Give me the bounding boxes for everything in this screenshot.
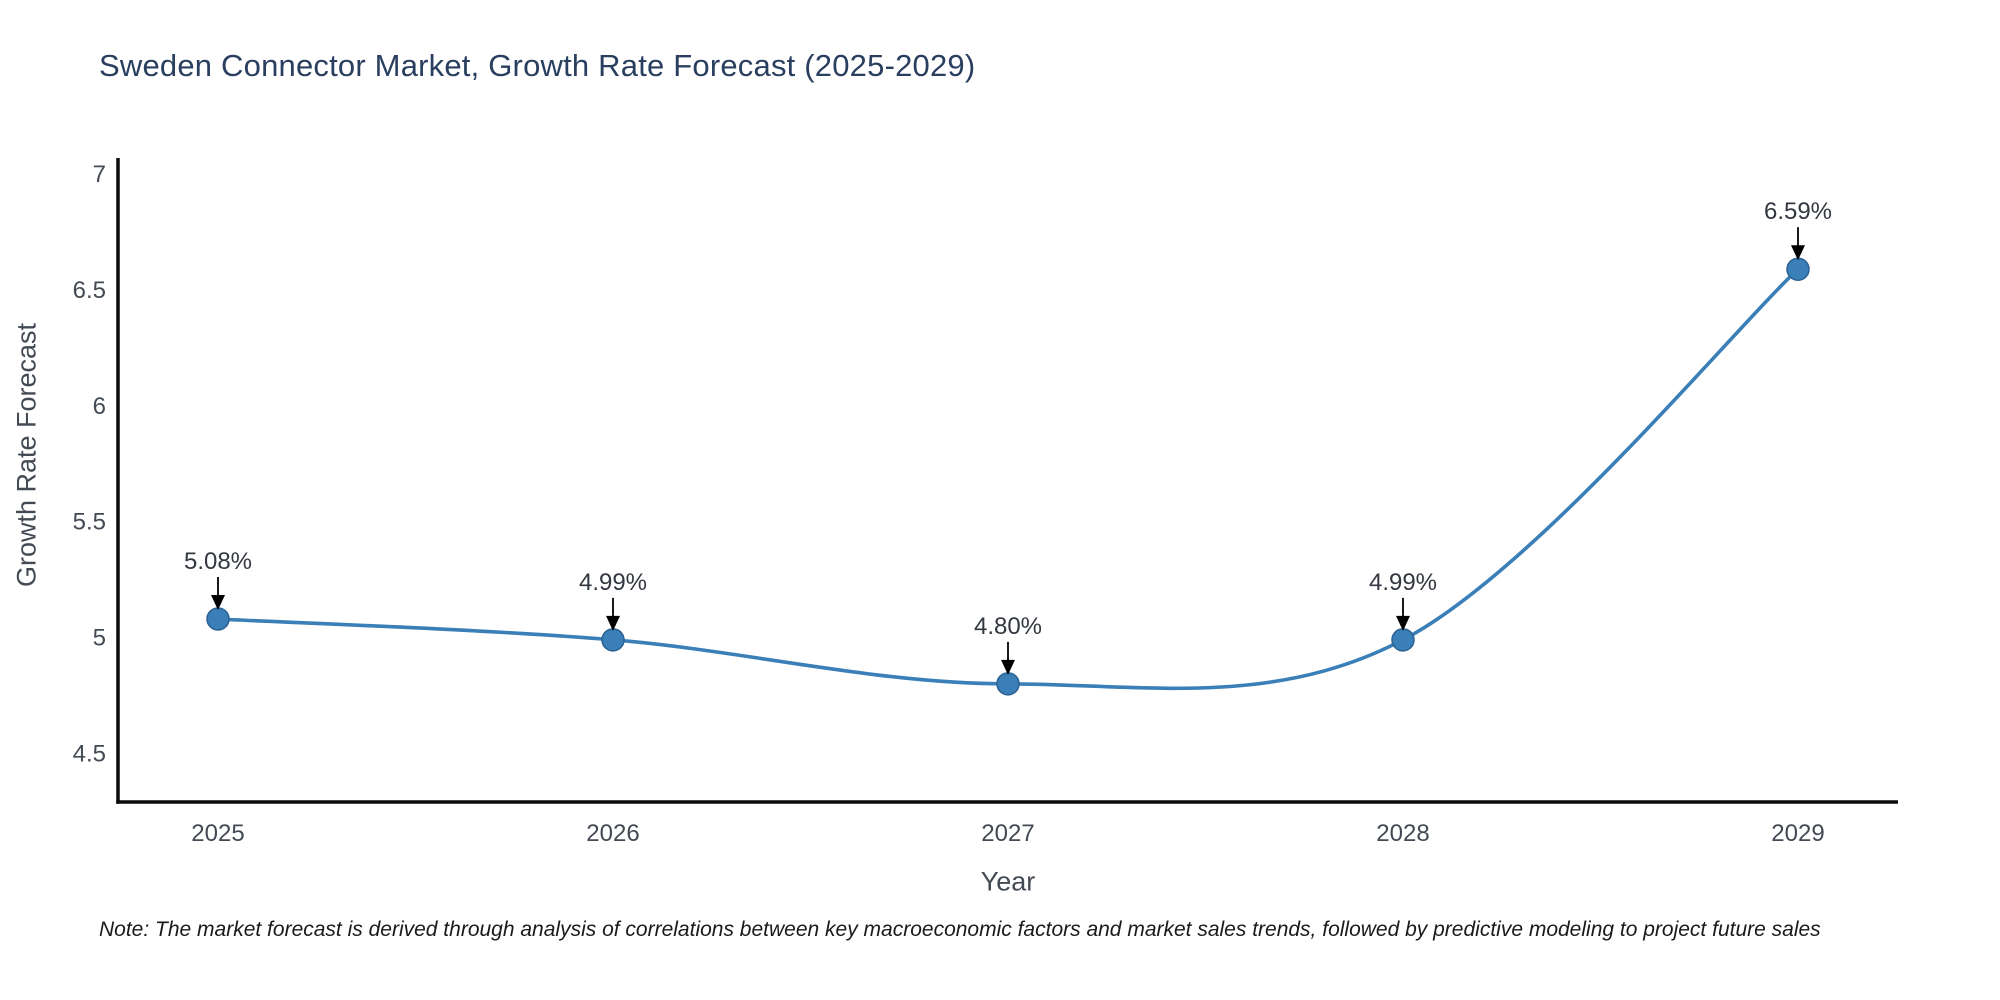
point-annotation-label: 6.59% — [1764, 198, 1832, 225]
point-annotation-label: 4.80% — [974, 613, 1042, 640]
x-tick-label: 2028 — [1376, 820, 1429, 847]
annotation-arrowhead-icon — [1001, 659, 1015, 675]
annotation-arrowhead-icon — [606, 615, 620, 631]
footnote: Note: The market forecast is derived thr… — [99, 918, 1821, 941]
data-point-marker — [1786, 257, 1810, 281]
data-point-marker — [1391, 628, 1415, 652]
chart-title: Sweden Connector Market, Growth Rate For… — [99, 48, 976, 83]
annotation-arrowhead-icon — [1791, 245, 1805, 261]
y-tick-label: 6 — [93, 393, 106, 420]
x-tick-label: 2029 — [1771, 820, 1824, 847]
y-tick-label: 5 — [93, 625, 106, 652]
point-annotation-label: 5.08% — [184, 548, 252, 575]
point-annotation-label: 4.99% — [579, 569, 647, 596]
x-tick-label: 2026 — [586, 820, 639, 847]
data-point-marker — [206, 607, 230, 631]
x-tick-label: 2027 — [981, 820, 1034, 847]
y-tick-label: 5.5 — [73, 509, 106, 536]
x-tick-label: 2025 — [191, 820, 244, 847]
series-line — [217, 267, 1800, 691]
annotation-arrowhead-icon — [211, 594, 225, 610]
data-point-marker — [601, 628, 625, 652]
y-tick-label: 4.5 — [73, 740, 106, 767]
x-axis-title: Year — [980, 866, 1036, 897]
annotation-arrowhead-icon — [1396, 615, 1410, 631]
data-point-marker — [996, 672, 1020, 696]
y-tick-label: 7 — [93, 161, 106, 188]
y-tick-label: 6.5 — [73, 277, 106, 304]
point-annotation-label: 4.99% — [1369, 569, 1437, 596]
